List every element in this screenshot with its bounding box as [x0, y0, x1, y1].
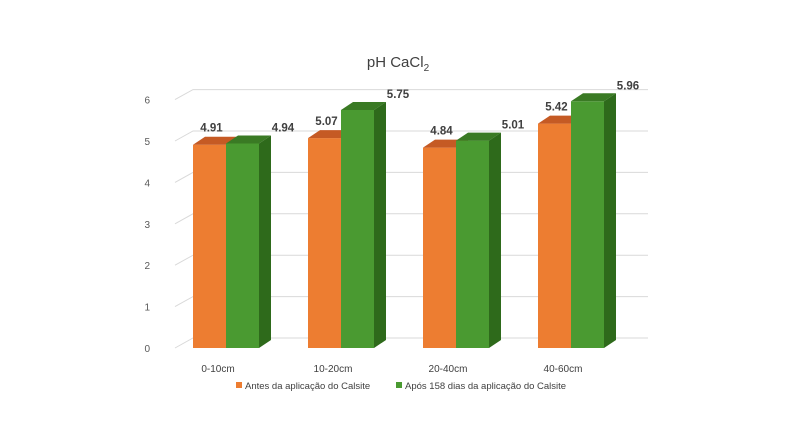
chart-title-main: pH CaCl	[367, 54, 424, 71]
bar	[341, 101, 386, 348]
chart-title-subscript: 2	[424, 63, 430, 74]
bars	[193, 93, 616, 348]
x-category-label: 10-20cm	[314, 364, 353, 375]
legend-item: Após 158 dias da aplicação do Calsite	[396, 381, 566, 392]
legend-label: Após 158 dias da aplicação do Calsite	[405, 381, 566, 392]
x-axis-categories: 0-10cm 10-20cm 20-40cm 40-60cm	[201, 364, 582, 375]
legend-swatch	[396, 382, 402, 388]
gridline	[174, 89, 648, 101]
y-axis-ticks: 0 1 2 3 4 5 6	[144, 96, 150, 355]
data-label: 4.91	[200, 123, 223, 135]
data-label: 5.96	[617, 80, 639, 92]
data-label: 4.94	[272, 122, 295, 134]
data-label: 5.01	[502, 120, 525, 132]
data-label: 5.75	[387, 89, 410, 101]
legend: Antes da aplicação do Calsite Após 158 di…	[236, 381, 566, 392]
chart-title: pH CaCl2	[367, 54, 430, 74]
y-tick-label: 1	[144, 303, 150, 314]
y-tick-label: 2	[144, 261, 150, 272]
x-category-label: 0-10cm	[201, 364, 234, 375]
y-tick-label: 3	[144, 220, 150, 231]
y-tick-label: 0	[144, 344, 150, 355]
data-labels: 4.91 4.94 5.07 5.75 4.84 5.01 5.42 5.96	[200, 80, 639, 137]
legend-swatch	[236, 382, 242, 388]
y-tick-label: 6	[144, 96, 150, 107]
legend-item: Antes da aplicação do Calsite	[236, 381, 370, 392]
data-label: 5.07	[315, 116, 337, 128]
bar	[456, 132, 501, 348]
bar	[226, 135, 271, 348]
x-category-label: 20-40cm	[429, 364, 468, 375]
data-label: 5.42	[545, 102, 567, 114]
bar	[571, 93, 616, 348]
legend-label: Antes da aplicação do Calsite	[245, 381, 370, 392]
x-category-label: 40-60cm	[544, 364, 583, 375]
gridline	[174, 130, 648, 142]
data-label: 4.84	[430, 126, 453, 138]
y-tick-label: 5	[144, 137, 150, 148]
y-tick-label: 4	[144, 178, 150, 189]
